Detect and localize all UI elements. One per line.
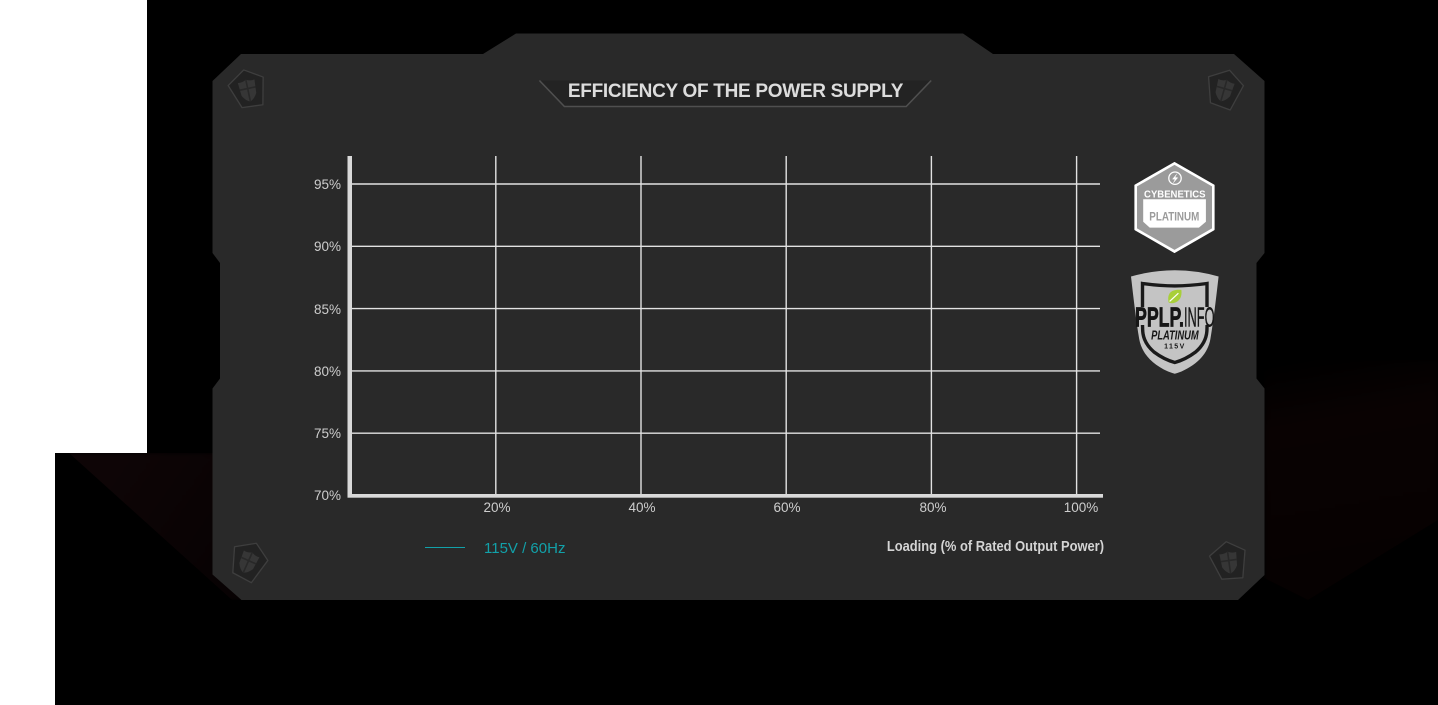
svg-text:PPLP.: PPLP. <box>1135 302 1184 333</box>
svg-text:PLATINUM: PLATINUM <box>1151 328 1199 342</box>
svg-text:PLATINUM: PLATINUM <box>1149 212 1199 224</box>
svg-text:INFO: INFO <box>1184 302 1215 333</box>
svg-text:CYBENETICS: CYBENETICS <box>1144 190 1206 201</box>
svg-text:115V: 115V <box>1164 344 1186 351</box>
